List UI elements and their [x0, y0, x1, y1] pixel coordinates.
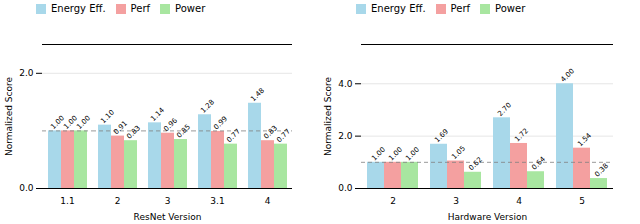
svg-text:0.99: 0.99 — [212, 115, 229, 132]
svg-text:3: 3 — [453, 196, 459, 206]
svg-text:0.83: 0.83 — [125, 124, 142, 141]
svg-text:4.0: 4.0 — [338, 79, 353, 89]
svg-text:1.1: 1.1 — [60, 196, 74, 206]
html-text:Energy Eff.: Energy Eff. — [371, 3, 426, 14]
svg-text:Normalized Score: Normalized Score — [4, 76, 14, 156]
svg-text:4.00: 4.00 — [559, 67, 576, 84]
svg-text:3: 3 — [165, 196, 171, 206]
svg-text:0.0: 0.0 — [338, 183, 353, 193]
svg-text:2.0: 2.0 — [19, 68, 34, 78]
svg-text:1.00: 1.00 — [62, 114, 79, 131]
svg-text:1.69: 1.69 — [433, 128, 450, 145]
svg-text:2.0: 2.0 — [338, 131, 353, 141]
svg-text:0.38: 0.38 — [593, 162, 610, 179]
svg-text:0.64: 0.64 — [530, 155, 547, 172]
svg-text:ResNet Version: ResNet Version — [134, 212, 202, 222]
svg-text:1.05: 1.05 — [450, 144, 467, 161]
svg-text:0.62: 0.62 — [467, 156, 484, 173]
svg-text:0.0: 0.0 — [19, 183, 34, 193]
svg-text:1.00: 1.00 — [370, 146, 387, 163]
svg-text:Hardware Version: Hardware Version — [448, 212, 527, 222]
html-text:Perf: Perf — [130, 3, 150, 14]
svg-text:1.48: 1.48 — [249, 87, 266, 104]
html-text:Power: Power — [495, 3, 526, 14]
svg-text:1.00: 1.00 — [75, 114, 92, 131]
svg-text:2.70: 2.70 — [496, 101, 513, 118]
svg-text:0.85: 0.85 — [175, 123, 192, 140]
svg-text:0.91: 0.91 — [112, 119, 129, 137]
svg-text:0.77: 0.77 — [275, 127, 292, 144]
svg-text:1.00: 1.00 — [49, 114, 66, 131]
svg-text:1.28: 1.28 — [199, 98, 216, 115]
svg-text:5: 5 — [579, 196, 585, 206]
svg-text:1.72: 1.72 — [513, 127, 530, 144]
svg-text:1.14: 1.14 — [149, 106, 166, 123]
html-text:Energy Eff.: Energy Eff. — [51, 3, 106, 14]
svg-text:Normalized Score: Normalized Score — [323, 76, 333, 156]
svg-text:0.83: 0.83 — [262, 124, 279, 141]
svg-text:0.77: 0.77 — [225, 127, 242, 144]
svg-text:2: 2 — [115, 196, 121, 206]
svg-text:1.00: 1.00 — [387, 146, 404, 163]
svg-text:1.00: 1.00 — [404, 146, 421, 163]
html-text:Power: Power — [175, 3, 206, 14]
svg-text:0.96: 0.96 — [162, 116, 179, 133]
svg-text:2: 2 — [390, 196, 396, 206]
svg-text:1.10: 1.10 — [99, 108, 116, 125]
html-text:Perf: Perf — [450, 3, 470, 14]
svg-text:4: 4 — [265, 196, 271, 206]
svg-text:1.54: 1.54 — [576, 131, 593, 148]
svg-text:4: 4 — [516, 196, 522, 206]
svg-text:3.1: 3.1 — [210, 196, 224, 206]
